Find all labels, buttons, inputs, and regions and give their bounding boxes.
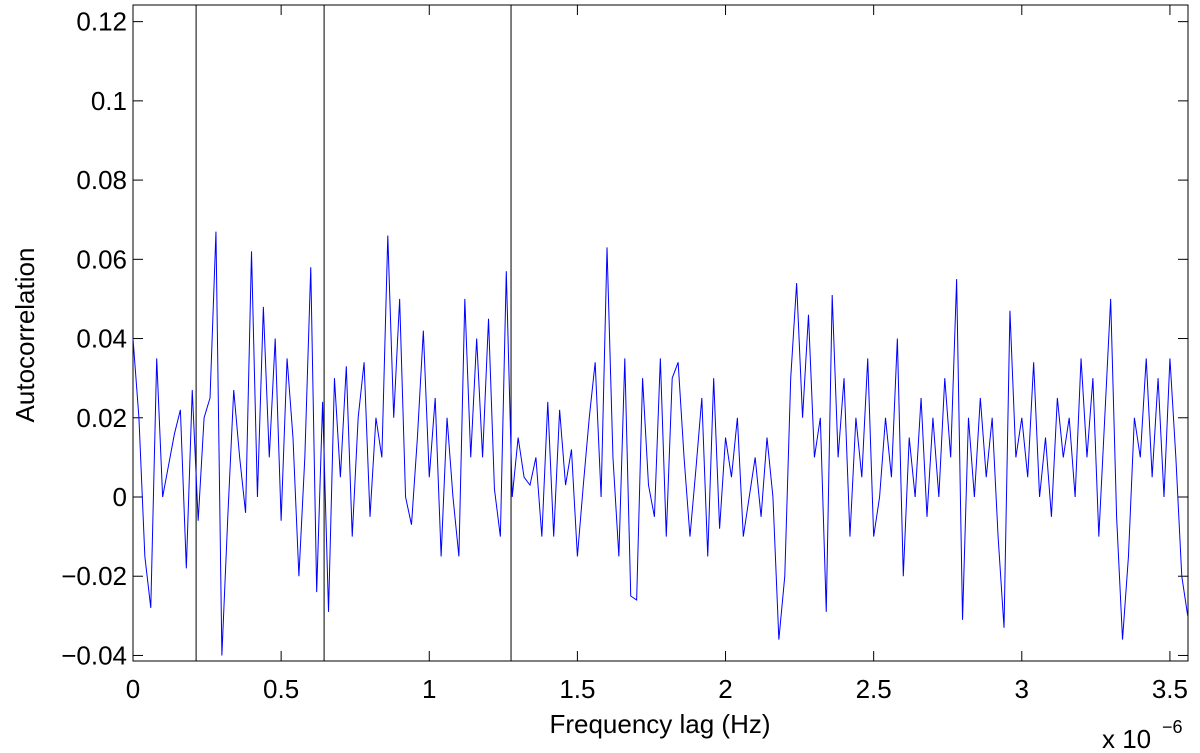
x-tick-label: 0.5 [263, 674, 299, 704]
y-tick-label: 0.06 [76, 244, 127, 274]
x-tick-label: 3.5 [1152, 674, 1188, 704]
plot-frame [132, 4, 1189, 662]
y-tick-label: 0.08 [76, 165, 127, 195]
x-tick-label: 2 [718, 674, 732, 704]
x-tick-label: 1 [422, 674, 436, 704]
y-tick-label: −0.02 [61, 561, 127, 591]
data-line [132, 231, 1189, 656]
x-multiplier: x 10 [1102, 724, 1151, 753]
x-tick-label: 0 [126, 674, 140, 704]
y-tick-label: 0.12 [76, 7, 127, 37]
x-tick-label: 1.5 [559, 674, 595, 704]
y-tick-label: 0.04 [76, 324, 127, 354]
x-axis-label: Frequency lag (Hz) [549, 709, 770, 739]
y-tick-label: 0.1 [91, 86, 127, 116]
y-tick-label: 0 [113, 482, 127, 512]
x-multiplier-exponent: −6 [1162, 717, 1183, 737]
x-tick-label: 2.5 [856, 674, 892, 704]
y-tick-label: −0.04 [61, 640, 127, 670]
y-axis-label: Autocorrelation [10, 248, 40, 423]
x-tick-label: 3 [1015, 674, 1029, 704]
y-tick-label: 0.02 [76, 403, 127, 433]
